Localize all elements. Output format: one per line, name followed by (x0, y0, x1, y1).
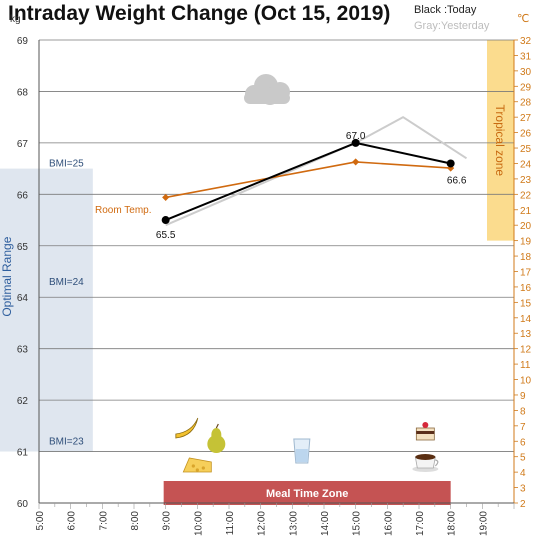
x-tick-label: 7:00 (98, 511, 109, 531)
cheese-icon (182, 457, 212, 473)
y-left-tick-label: 63 (17, 345, 29, 356)
x-tick-label: 9:00 (162, 511, 173, 531)
x-tick-label: 8:00 (130, 511, 141, 531)
x-tick-label: 11:00 (225, 511, 236, 536)
room-temp-point (162, 193, 170, 201)
cloud-icon (244, 74, 290, 105)
pear-icon (207, 423, 226, 453)
y-right-tick-label: 2 (520, 499, 526, 510)
y-left-tick-label: 66 (17, 190, 29, 201)
banana-icon (175, 417, 199, 439)
today-point (351, 138, 360, 147)
meal-time-zone (163, 481, 451, 505)
x-tick-label: 16:00 (383, 511, 394, 536)
chart-title: Intraday Weight Change (Oct 15, 2019) (8, 2, 390, 25)
y-right-tick-label: 32 (520, 36, 532, 47)
room-temp-label: Room Temp. (95, 205, 152, 216)
x-tick-label: 13:00 (288, 511, 299, 536)
y-left-tick-label: 69 (17, 36, 29, 47)
y-right-tick-label: 26 (520, 129, 532, 140)
y-right-tick-label: 28 (520, 98, 532, 109)
y-right-tick-label: 3 (520, 484, 526, 495)
y-right-tick-label: 23 (520, 175, 532, 186)
x-tick-label: 10:00 (193, 511, 204, 536)
x-tick-label: 5:00 (35, 511, 46, 531)
water-glass-icon (293, 438, 311, 464)
y-right-tick-label: 14 (520, 314, 532, 325)
y-right-tick-label: 5 (520, 453, 526, 464)
y-right-tick-label: 21 (520, 206, 532, 217)
y-right-tick-label: 12 (520, 345, 532, 356)
data-label: 65.5 (156, 230, 176, 241)
x-tick-label: 19:00 (478, 511, 489, 536)
meal-time-zone-label: Meal Time Zone (266, 488, 348, 500)
bmi-label: BMI=23 (49, 436, 84, 447)
y-left-tick-label: 65 (17, 242, 29, 253)
legend-today: Black :Today (414, 4, 477, 16)
data-label: 66.6 (447, 175, 467, 186)
y-right-tick-label: 8 (520, 406, 526, 417)
bmi-label: BMI=25 (49, 159, 84, 170)
y-right-tick-label: 19 (520, 237, 532, 248)
y-right-tick-label: 31 (520, 51, 532, 62)
room-temp-point (352, 158, 360, 166)
y-right-tick-label: 4 (520, 468, 526, 479)
x-tick-label: 18:00 (447, 511, 458, 536)
y-right-tick-label: 29 (520, 82, 532, 93)
y-right-tick-label: 11 (520, 360, 531, 371)
cake-icon (415, 422, 435, 441)
y-right-tick-label: 7 (520, 422, 526, 433)
y-left-tick-label: 62 (17, 396, 29, 407)
tropical-zone-label: Tropical zone (493, 105, 507, 177)
tropical-zone-band (487, 40, 514, 241)
data-label: 67.0 (346, 131, 366, 142)
y-right-tick-label: 15 (520, 298, 532, 309)
y-right-tick-label: 6 (520, 437, 526, 448)
coffee-cup-icon (412, 454, 439, 472)
y-right-unit: ℃ (517, 13, 529, 25)
x-tick-label: 12:00 (257, 511, 268, 536)
legend-yesterday: Gray:Yesterday (414, 20, 490, 32)
room-temp-line (165, 161, 451, 199)
y-right-tick-label: 20 (520, 221, 532, 232)
today-line (165, 141, 451, 221)
bmi-label: BMI=24 (49, 277, 84, 288)
y-left-unit: kg (10, 14, 21, 25)
y-right-tick-label: 30 (520, 67, 532, 78)
y-right-tick-label: 18 (520, 252, 532, 263)
yesterday-line (165, 116, 468, 227)
y-right-tick-label: 17 (520, 268, 532, 279)
x-tick-label: 6:00 (67, 511, 78, 531)
y-left-tick-label: 64 (17, 293, 29, 304)
y-right-tick-label: 10 (520, 376, 532, 387)
y-right-tick-label: 9 (520, 391, 526, 402)
y-right-tick-label: 13 (520, 329, 532, 340)
y-right-tick-label: 16 (520, 283, 532, 294)
y-right-tick-label: 24 (520, 159, 532, 170)
x-tick-label: 17:00 (415, 511, 426, 536)
y-left-tick-label: 61 (17, 448, 29, 459)
x-tick-label: 15:00 (352, 511, 363, 536)
x-tick-label: 14:00 (320, 511, 331, 536)
y-right-tick-label: 25 (520, 144, 532, 155)
today-point (446, 159, 455, 168)
y-left-tick-label: 68 (17, 87, 29, 98)
optimal-range-band (0, 168, 93, 452)
today-point (161, 216, 170, 225)
y-right-tick-label: 27 (520, 113, 532, 124)
y-left-tick-label: 67 (17, 139, 29, 150)
optimal-range-label: Optimal Range (0, 236, 14, 316)
y-left-tick-label: 60 (17, 499, 29, 510)
y-right-tick-label: 22 (520, 190, 532, 201)
